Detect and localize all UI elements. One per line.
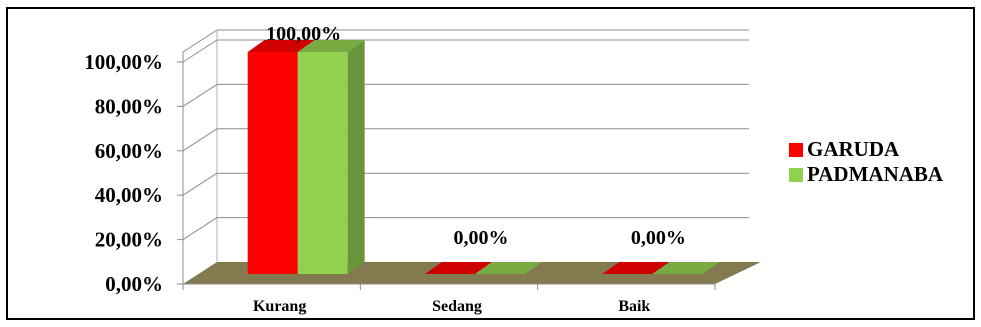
category-label: Sedang	[432, 298, 482, 315]
category-label: Kurang	[253, 298, 306, 315]
legend-label: PADMANABA	[807, 162, 944, 186]
bar-top	[652, 262, 720, 274]
y-tick-label: 40,00%	[95, 183, 163, 207]
y-tick-labels: 0,00% 20,00% 40,00% 60,00% 80,00% 100,00%	[84, 50, 163, 296]
bar-top	[425, 262, 492, 274]
gridline-side	[182, 217, 218, 241]
legend-swatch	[789, 143, 803, 157]
y-tick-label: 100,00%	[84, 50, 163, 74]
bar-side	[347, 40, 365, 274]
y-tick-label: 80,00%	[95, 94, 163, 118]
category-labels: Kurang Sedang Baik	[253, 298, 650, 315]
bars	[247, 40, 720, 274]
bar-top	[297, 40, 365, 52]
legend-label: GARUDA	[807, 137, 900, 161]
axes	[177, 52, 716, 290]
data-label: 0,00%	[454, 227, 509, 249]
bar-top	[602, 262, 670, 274]
bar-top	[247, 40, 315, 52]
gridline-side	[182, 39, 218, 63]
bar	[247, 52, 298, 274]
gridline-side	[182, 172, 218, 196]
y-tick-label: 60,00%	[95, 139, 163, 163]
side-wall-edge	[182, 29, 218, 284]
gridline-side	[182, 128, 218, 152]
gridline-side	[182, 83, 218, 107]
category-label: Baik	[618, 298, 650, 315]
data-labels: 100,00% 0,00% 0,00%	[266, 23, 686, 249]
bar-top	[475, 262, 542, 274]
data-label: 0,00%	[631, 227, 686, 249]
y-tick-label: 20,00%	[95, 228, 163, 252]
legend-swatch	[789, 168, 803, 182]
data-label: 100,00%	[266, 23, 341, 45]
y-tick-label: 0,00%	[105, 272, 163, 296]
bar	[297, 52, 348, 274]
